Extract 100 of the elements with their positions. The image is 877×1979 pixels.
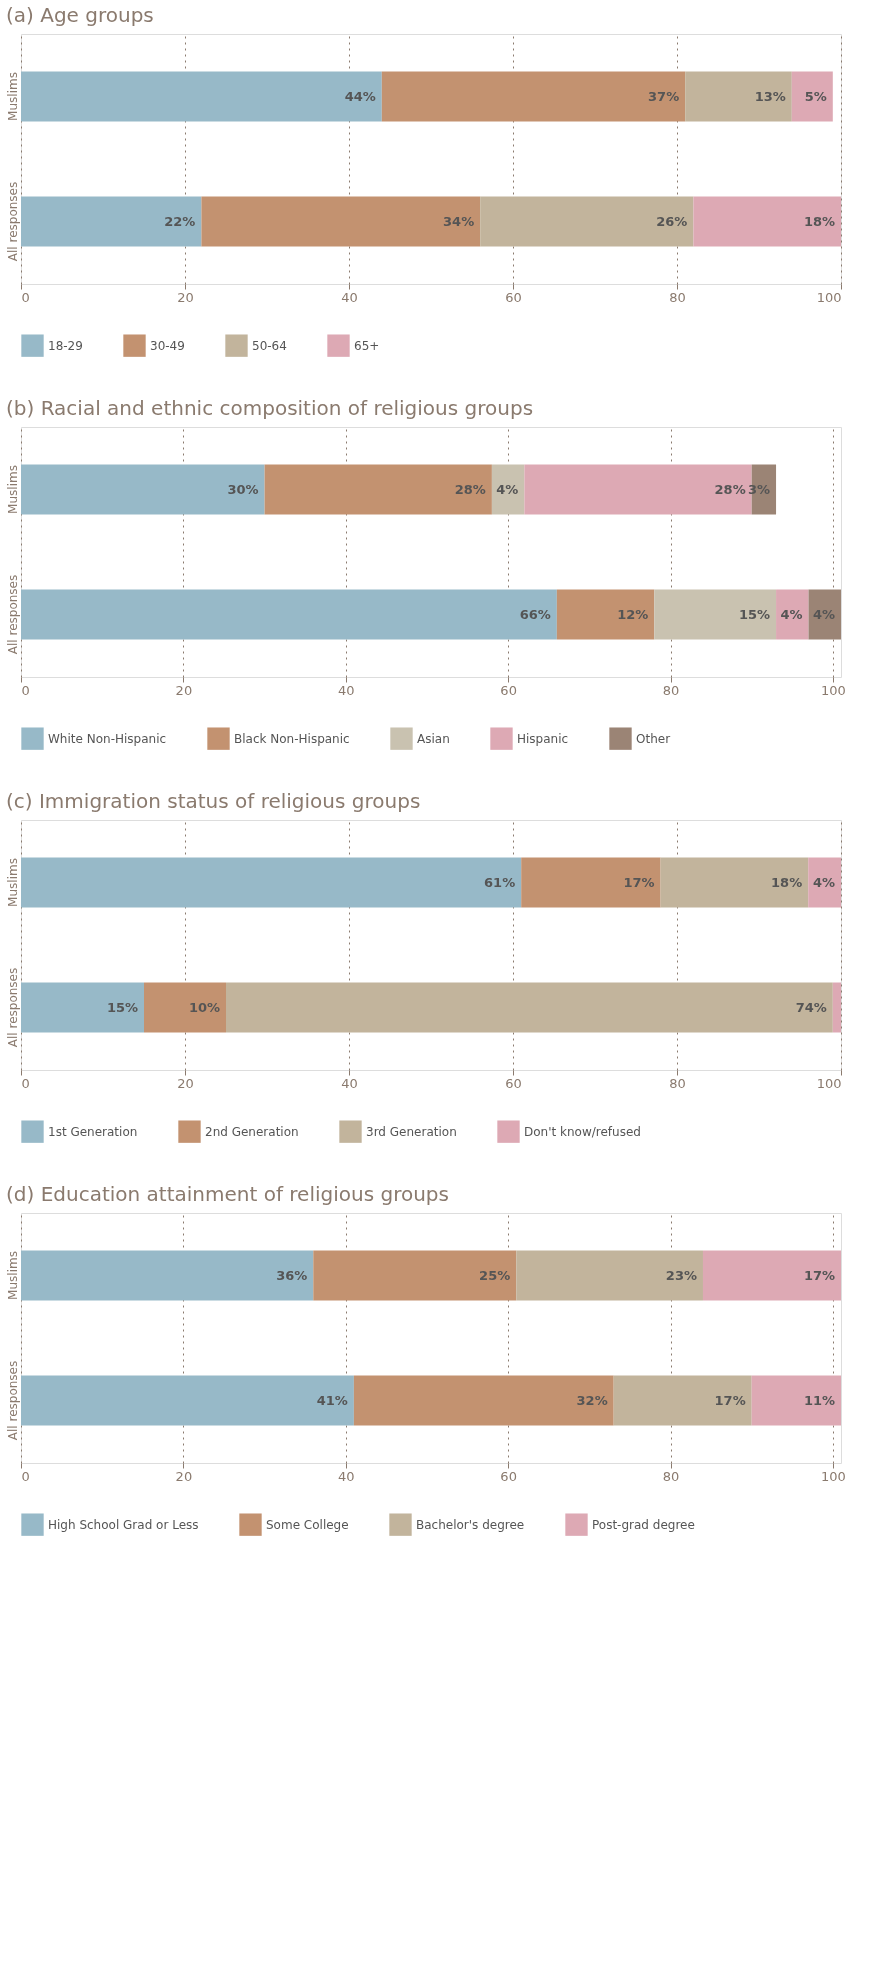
legend-label: White Non-Hispanic xyxy=(48,731,167,746)
data-label: 17% xyxy=(714,1392,746,1408)
bar xyxy=(516,1250,703,1301)
legend-label: High School Grad or Less xyxy=(48,1517,199,1532)
y-tick-label: All responses xyxy=(5,574,20,655)
data-label: 4% xyxy=(812,606,835,622)
x-tick-label: 20 xyxy=(177,1075,194,1091)
x-tick-label: 60 xyxy=(505,1075,522,1091)
legend-label: 50-64 xyxy=(252,338,287,353)
legend-label: 1st Generation xyxy=(48,1124,138,1139)
legend-label: 65+ xyxy=(354,338,380,353)
data-label: 28% xyxy=(714,481,746,497)
legend-label: Bachelor's degree xyxy=(416,1517,525,1532)
x-tick-label: 80 xyxy=(669,289,686,305)
data-label: 4% xyxy=(496,481,519,497)
x-tick-label: 0 xyxy=(21,1075,30,1091)
bar xyxy=(776,589,809,640)
data-label: 34% xyxy=(443,213,475,229)
legend-label: Other xyxy=(636,731,671,746)
data-label: 26% xyxy=(656,213,688,229)
x-tick-label: 20 xyxy=(175,1468,193,1484)
data-label: 41% xyxy=(316,1392,348,1408)
data-label: 18% xyxy=(803,213,835,229)
data-label: 15% xyxy=(106,999,138,1015)
data-label: 66% xyxy=(519,606,551,622)
legend-label: Some College xyxy=(266,1517,349,1532)
legend-label: 3rd Generation xyxy=(366,1124,457,1139)
data-label: 5% xyxy=(804,88,827,104)
x-tick-label: 100 xyxy=(820,1468,846,1484)
y-tick-label: Muslims xyxy=(5,72,20,121)
chart-title: (a) Age groups xyxy=(6,3,154,27)
x-tick-label: 60 xyxy=(505,289,522,305)
data-label: 25% xyxy=(479,1267,511,1283)
x-tick-label: 100 xyxy=(820,682,846,698)
bar xyxy=(491,464,525,515)
chart-title: (c) Immigration status of religious groups xyxy=(6,789,421,813)
data-label: 17% xyxy=(623,874,655,890)
x-tick-label: 0 xyxy=(21,682,30,698)
x-tick-label: 40 xyxy=(337,1468,355,1484)
data-label: 12% xyxy=(617,606,649,622)
bar xyxy=(556,589,655,640)
x-tick-label: 60 xyxy=(500,1468,517,1484)
bar xyxy=(21,464,265,515)
x-tick-label: 20 xyxy=(177,289,194,305)
x-tick-label: 80 xyxy=(662,1468,680,1484)
y-tick-label: All responses xyxy=(5,181,20,262)
legend-label: Hispanic xyxy=(517,731,569,746)
legend-label: Asian xyxy=(417,731,450,746)
data-label: 4% xyxy=(812,874,835,890)
x-tick-label: 20 xyxy=(175,682,193,698)
legend-label: 2nd Generation xyxy=(205,1124,299,1139)
bar xyxy=(21,1375,354,1426)
y-tick-label: Muslims xyxy=(5,465,20,514)
x-tick-label: 0 xyxy=(21,1468,30,1484)
x-tick-label: 100 xyxy=(816,289,842,305)
bar xyxy=(613,1375,752,1426)
data-label: 32% xyxy=(576,1392,608,1408)
data-label: 37% xyxy=(648,88,680,104)
x-tick-label: 40 xyxy=(337,682,355,698)
data-label: 23% xyxy=(665,1267,697,1283)
data-label: 13% xyxy=(754,88,786,104)
chart-title: (b) Racial and ethnic composition of religious groups xyxy=(6,396,534,420)
data-label: 4% xyxy=(780,606,803,622)
data-label: 10% xyxy=(188,999,220,1015)
data-label: 17% xyxy=(803,1267,835,1283)
legend-label: Post-grad degree xyxy=(592,1517,695,1532)
bar xyxy=(751,1375,841,1426)
data-label: 18% xyxy=(771,874,803,890)
legend-label: 30-49 xyxy=(150,338,185,353)
y-tick-label: Muslims xyxy=(5,858,20,907)
bar xyxy=(21,589,557,640)
bar xyxy=(21,1250,314,1301)
data-label: 44% xyxy=(344,88,376,104)
data-label: 74% xyxy=(795,999,827,1015)
data-label: 15% xyxy=(738,606,771,622)
bar xyxy=(808,589,841,640)
bar xyxy=(654,589,777,640)
y-tick-label: All responses xyxy=(5,967,20,1048)
bar xyxy=(313,1250,517,1301)
bar xyxy=(702,1250,841,1301)
data-label: 28% xyxy=(454,481,486,497)
legend-label: Black Non-Hispanic xyxy=(234,731,350,746)
data-label: 61% xyxy=(484,874,516,890)
bar xyxy=(264,464,492,515)
y-tick-label: All responses xyxy=(5,1360,20,1441)
x-tick-label: 40 xyxy=(341,1075,358,1091)
data-label: 22% xyxy=(164,213,196,229)
x-tick-label: 0 xyxy=(21,289,30,305)
x-tick-label: 40 xyxy=(341,289,358,305)
x-tick-label: 100 xyxy=(816,1075,842,1091)
data-label: 30% xyxy=(227,481,259,497)
data-label: 11% xyxy=(803,1392,835,1408)
data-label: 36% xyxy=(276,1267,308,1283)
legend-label: Don't know/refused xyxy=(524,1124,641,1139)
y-tick-label: Muslims xyxy=(5,1251,20,1300)
x-tick-label: 60 xyxy=(500,682,517,698)
legend-label: 18-29 xyxy=(48,338,83,353)
bar xyxy=(353,1375,614,1426)
x-tick-label: 80 xyxy=(662,682,680,698)
chart-title: (d) Education attainment of religious groups xyxy=(6,1182,449,1206)
